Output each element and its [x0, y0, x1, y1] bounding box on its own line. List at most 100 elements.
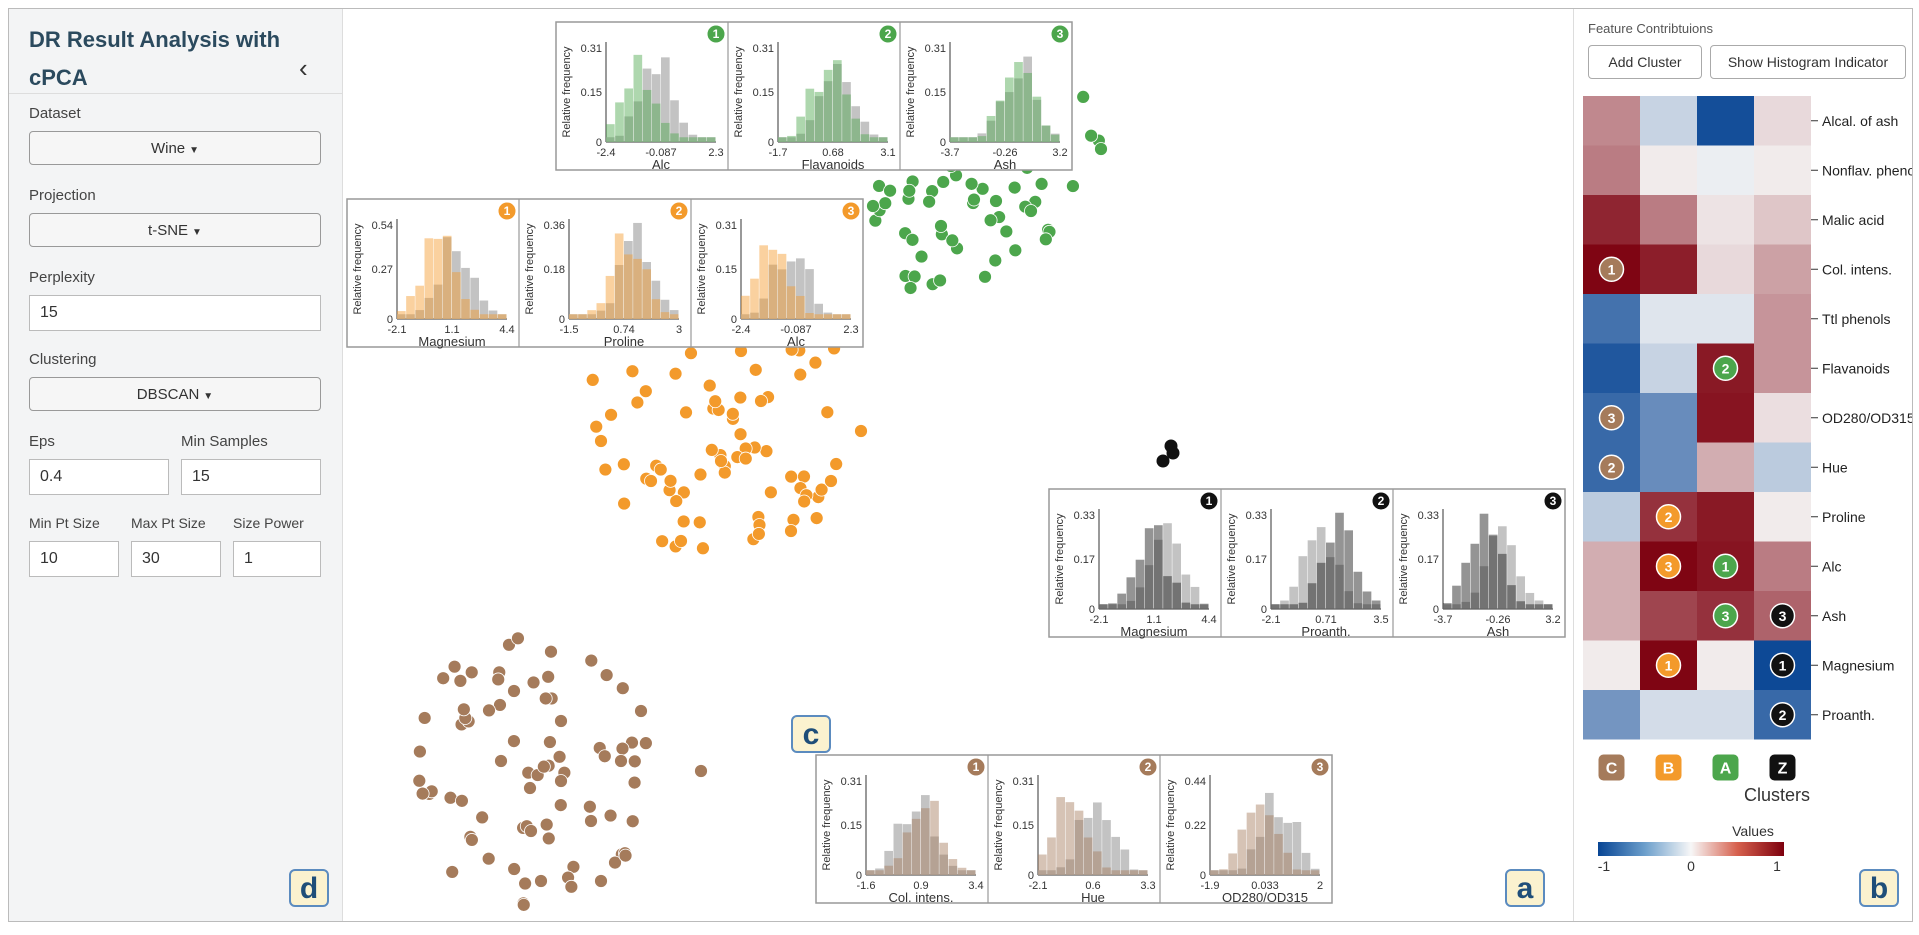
scatter-point-brown[interactable] — [482, 703, 496, 718]
scatter-point-brown[interactable] — [507, 734, 521, 749]
scatter-point-brown[interactable] — [599, 668, 614, 682]
scatter-point-orange[interactable] — [784, 524, 798, 538]
heatmap-cell[interactable] — [1583, 690, 1640, 740]
scatter-point-brown[interactable] — [524, 824, 538, 838]
cluster-badge[interactable] — [1769, 754, 1796, 781]
min-samples-input[interactable]: 15 — [181, 459, 321, 495]
scatter-point-green[interactable] — [1084, 128, 1099, 143]
scatter-point-green[interactable] — [903, 281, 918, 295]
scatter-point-green[interactable] — [914, 249, 929, 264]
heatmap-cell[interactable] — [1583, 541, 1640, 592]
scatter-point-brown[interactable] — [544, 644, 558, 659]
scatter-point-brown[interactable] — [464, 665, 479, 680]
scatter-point-orange[interactable] — [797, 469, 811, 484]
scatter-point-brown[interactable] — [464, 833, 479, 847]
scatter-point-brown[interactable] — [493, 698, 507, 712]
heatmap-cell[interactable] — [1754, 195, 1811, 245]
scatter-point-orange[interactable] — [759, 444, 774, 459]
scatter-point-orange[interactable] — [655, 534, 670, 549]
scatter-point-orange[interactable] — [585, 372, 600, 387]
scatter-point-brown[interactable] — [491, 672, 506, 687]
scatter-point-black[interactable] — [1156, 454, 1170, 468]
heatmap-cell[interactable] — [1640, 294, 1697, 344]
scatter-point-orange[interactable] — [754, 394, 768, 408]
collapse-sidebar-icon[interactable]: ‹ — [299, 53, 308, 83]
heatmap-cell[interactable] — [1640, 244, 1697, 295]
scatter-point-orange[interactable] — [692, 515, 707, 530]
scatter-point-green[interactable] — [964, 176, 979, 191]
heatmap-cell[interactable] — [1583, 640, 1640, 691]
scatter-point-brown[interactable] — [412, 744, 427, 759]
scatter-point-orange[interactable] — [679, 405, 693, 420]
scatter-point-brown[interactable] — [507, 684, 521, 698]
scatter-point-orange[interactable] — [808, 355, 823, 370]
scatter-point-green[interactable] — [1076, 89, 1091, 104]
projection-view[interactable]: Relative frequency 0.31 0.15 0 -2.4 -0.087 2.3… — [343, 9, 1573, 921]
scatter-point-orange[interactable] — [797, 494, 812, 509]
scatter-point-brown[interactable] — [694, 764, 708, 778]
scatter-point-green[interactable] — [967, 192, 981, 207]
scatter-point-green[interactable] — [1094, 142, 1108, 156]
scatter-point-green[interactable] — [907, 269, 922, 284]
heatmap-cell[interactable] — [1754, 145, 1811, 196]
scatter-point-brown[interactable] — [516, 897, 531, 912]
scatter-point-orange[interactable] — [717, 465, 732, 480]
scatter-point-orange[interactable] — [786, 512, 801, 527]
eps-input[interactable]: 0.4 — [29, 459, 169, 495]
heatmap-cell[interactable] — [1640, 145, 1697, 196]
scatter-point-brown[interactable] — [539, 817, 554, 832]
scatter-point-green[interactable] — [922, 194, 937, 209]
scatter-point-brown[interactable] — [554, 774, 568, 788]
scatter-point-green[interactable] — [866, 199, 880, 213]
heatmap-cell[interactable] — [1754, 442, 1811, 493]
scatter-point-brown[interactable] — [534, 874, 548, 888]
scatter-point-brown[interactable] — [443, 790, 458, 805]
heatmap-cell[interactable] — [1640, 96, 1697, 146]
scatter-point-green[interactable] — [1066, 179, 1080, 193]
heatmap-cell[interactable] — [1583, 195, 1640, 245]
scatter-point-brown[interactable] — [511, 631, 525, 646]
scatter-point-green[interactable] — [902, 183, 917, 198]
scatter-point-brown[interactable] — [615, 681, 630, 696]
heatmap-cell[interactable] — [1640, 343, 1697, 394]
heatmap-cell[interactable] — [1583, 294, 1640, 344]
heatmap-cell[interactable] — [1754, 244, 1811, 295]
scatter-point-green[interactable] — [936, 175, 951, 189]
scatter-point-brown[interactable] — [526, 675, 541, 690]
heatmap-cell[interactable] — [1583, 591, 1640, 641]
heatmap-cell[interactable] — [1754, 541, 1811, 592]
scatter-point-orange[interactable] — [644, 474, 658, 488]
scatter-point-orange[interactable] — [676, 514, 691, 529]
scatter-point-green[interactable] — [1008, 243, 1023, 258]
scatter-point-brown[interactable] — [481, 851, 496, 866]
scatter-point-orange[interactable] — [725, 406, 740, 421]
scatter-point-brown[interactable] — [453, 673, 468, 688]
heatmap-cell[interactable] — [1754, 343, 1811, 394]
scatter-point-orange[interactable] — [793, 367, 808, 382]
scatter-point-orange[interactable] — [733, 390, 748, 405]
scatter-point-orange[interactable] — [676, 485, 691, 500]
scatter-point-orange[interactable] — [824, 474, 838, 488]
scatter-point-orange[interactable] — [704, 442, 719, 457]
scatter-point-orange[interactable] — [854, 424, 868, 438]
scatter-point-orange[interactable] — [598, 462, 613, 477]
scatter-point-brown[interactable] — [538, 691, 553, 706]
size-power-input[interactable]: 1 — [233, 541, 321, 577]
heatmap-cell[interactable] — [1697, 640, 1754, 691]
scatter-point-green[interactable] — [945, 233, 960, 248]
heatmap-cell[interactable] — [1583, 145, 1640, 196]
scatter-point-orange[interactable] — [653, 462, 668, 477]
scatter-point-green[interactable] — [978, 269, 992, 284]
scatter-point-brown[interactable] — [447, 659, 462, 674]
scatter-point-orange[interactable] — [784, 469, 799, 484]
dataset-dropdown[interactable]: Wine ▼ — [29, 131, 321, 165]
scatter-point-brown[interactable] — [634, 704, 648, 718]
min-pt-size-input[interactable]: 10 — [29, 541, 119, 577]
heatmap-cell[interactable] — [1754, 96, 1811, 146]
scatter-point-orange[interactable] — [829, 457, 844, 471]
heatmap-cell[interactable] — [1640, 393, 1697, 443]
scatter-plot[interactable]: Relative frequency 0.310.150-2.4 -0.087 2.3… — [343, 9, 1573, 921]
scatter-point-orange[interactable] — [630, 395, 645, 410]
scatter-point-orange[interactable] — [748, 362, 763, 377]
scatter-point-green[interactable] — [999, 224, 1014, 239]
